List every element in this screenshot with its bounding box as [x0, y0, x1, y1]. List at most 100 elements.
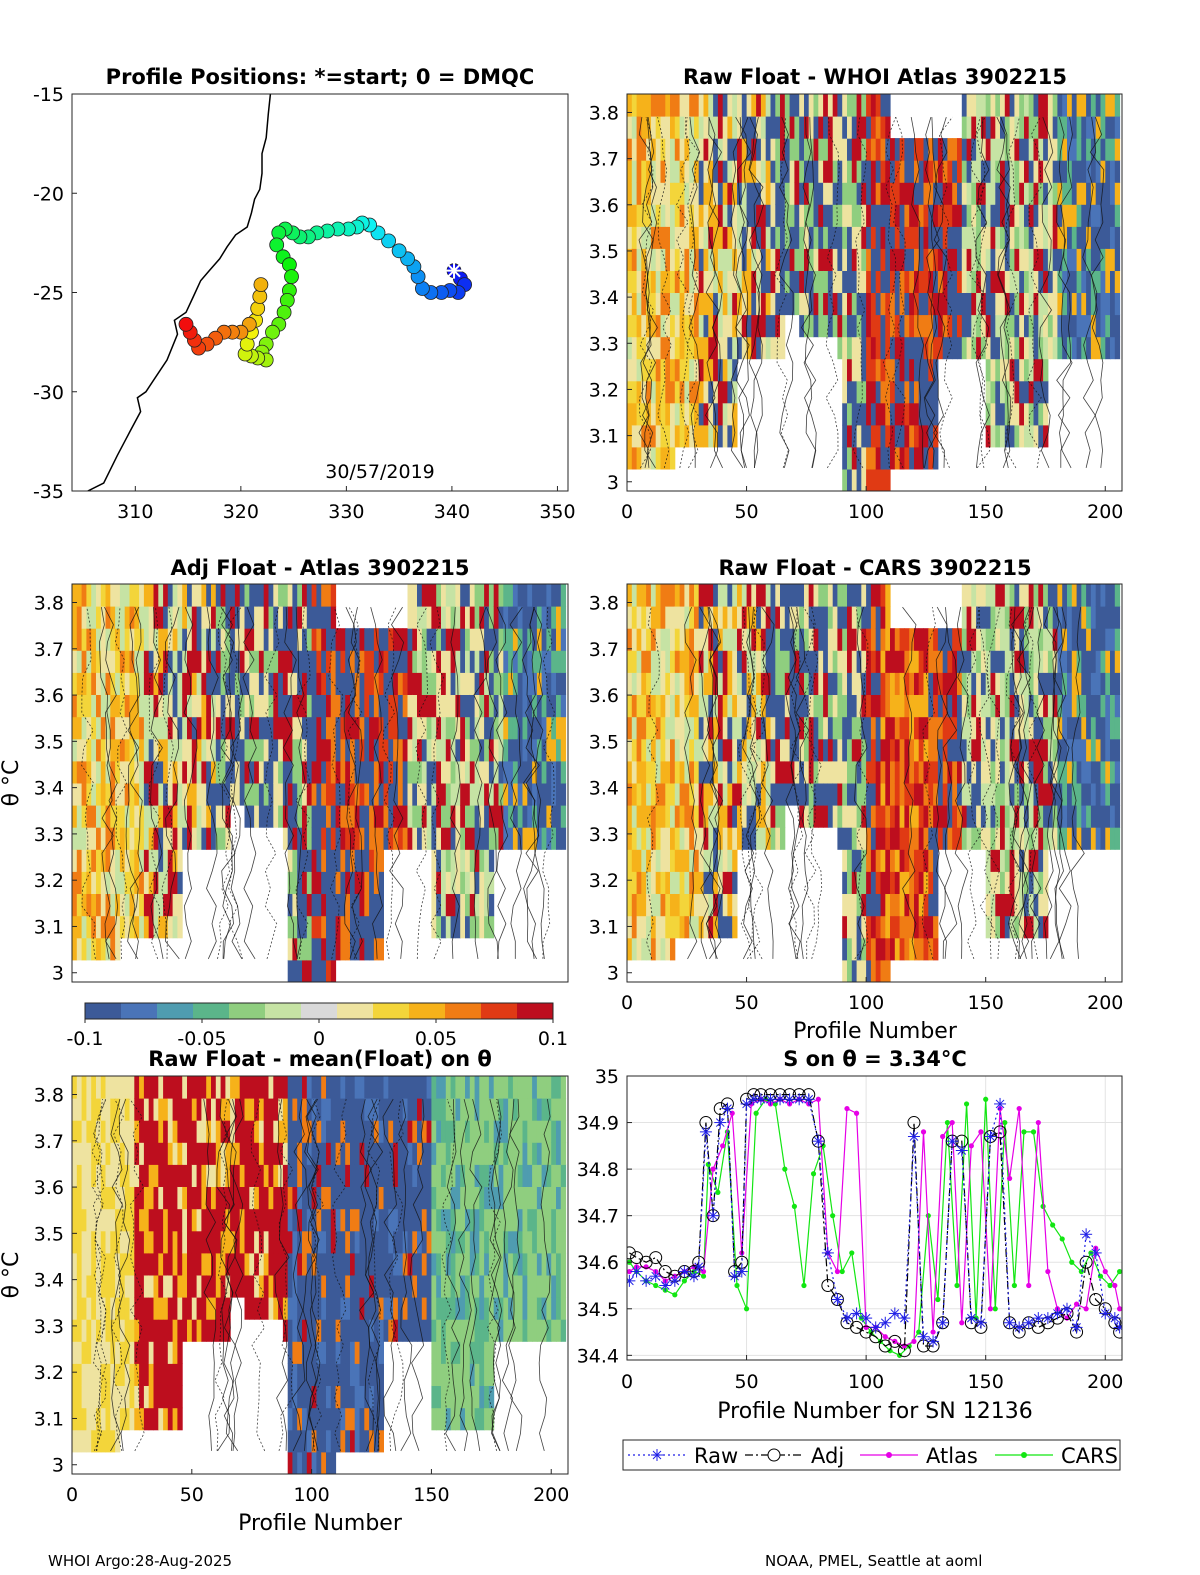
heatmap-cell	[326, 672, 332, 695]
heatmap-cell	[297, 893, 303, 917]
heatmap-cell	[263, 805, 269, 828]
heatmap-cell	[827, 738, 834, 762]
heatmap-cell	[713, 116, 719, 139]
heatmap-cell	[129, 1230, 135, 1254]
heatmap-cell	[302, 783, 308, 806]
heatmap-cell	[1086, 738, 1092, 762]
heatmap-cell	[717, 827, 724, 850]
heatmap-cell	[980, 182, 987, 205]
heatmap-cell	[441, 606, 447, 629]
heatmap-cell	[990, 783, 996, 806]
heatmap-cell	[660, 204, 666, 227]
heatmap-cell	[914, 138, 920, 161]
heatmap-cell	[904, 937, 910, 961]
heatmap-cell	[842, 584, 848, 607]
heatmap-cell	[827, 760, 834, 784]
heatmap-cell	[713, 380, 719, 404]
heatmap-cell	[1019, 716, 1025, 740]
heatmap-cell	[1105, 694, 1111, 718]
heatmap-cell	[326, 871, 332, 894]
heatmap-cell	[129, 694, 135, 718]
heatmap-cell	[689, 584, 695, 607]
heatmap-cell	[894, 738, 901, 762]
heatmap-cell	[345, 738, 351, 762]
heatmap-cell	[311, 827, 317, 850]
heatmap-cell	[1033, 380, 1039, 404]
heatmap-cell	[937, 783, 944, 806]
heatmap-cell	[961, 226, 968, 249]
heatmap-cell	[885, 116, 891, 139]
heatmap-cell	[119, 1252, 126, 1276]
heatmap-cell	[870, 314, 877, 338]
heatmap-cell	[397, 694, 404, 718]
heatmap-cell	[1014, 182, 1020, 205]
heatmap-cell	[890, 182, 896, 205]
heatmap-cell	[966, 138, 972, 161]
heatmap-cell	[933, 138, 939, 161]
heatmap-cell	[263, 672, 269, 695]
heatmap-ytick-label: 3.6	[34, 685, 64, 707]
heatmap-cell	[670, 292, 676, 316]
heatmap-cell	[1100, 116, 1106, 139]
heatmap-cell	[431, 760, 437, 784]
heatmap-cell	[631, 760, 638, 784]
heatmap-cell	[717, 672, 724, 695]
heatmap-cell	[287, 915, 293, 939]
heatmap-cell	[76, 827, 83, 850]
heatmap-cell	[971, 336, 977, 360]
heatmap-cell	[306, 915, 313, 939]
heatmap-cell	[124, 1230, 130, 1254]
heatmap-cell	[110, 1341, 116, 1364]
heatmap-cell	[737, 182, 743, 205]
heatmap-cell	[684, 606, 690, 629]
heatmap-cell	[536, 738, 543, 762]
heatmap-cell	[904, 402, 910, 426]
heatmap-cell	[727, 584, 733, 607]
heatmap-cell	[765, 94, 771, 117]
heatmap-cell	[866, 446, 872, 470]
heatmap-cell	[880, 292, 886, 316]
heatmap-cell	[880, 871, 886, 894]
contour-line	[1024, 606, 1040, 959]
heatmap-cell	[756, 116, 762, 139]
heatmap-cell	[966, 314, 972, 338]
heatmap-cell	[335, 915, 341, 939]
heatmap-cell	[1067, 94, 1073, 117]
contour-line	[801, 117, 817, 468]
heatmap-cell	[417, 694, 423, 718]
heatmap-cell	[894, 380, 901, 404]
heatmap-cell	[153, 871, 159, 894]
heatmap-cell	[196, 760, 202, 784]
heatmap-cell	[928, 783, 934, 806]
heatmap-cell	[937, 628, 944, 651]
heatmap-cell	[1114, 292, 1121, 316]
heatmap-cell	[727, 827, 733, 850]
heatmap-cell	[866, 468, 872, 491]
heatmap-cell	[866, 849, 872, 872]
heatmap-cell	[775, 783, 781, 806]
heatmap-cell	[894, 424, 901, 448]
heatmap-cell	[717, 380, 724, 404]
heatmap-cell	[650, 783, 657, 806]
heatmap-cell	[842, 606, 848, 629]
heatmap-cell	[263, 738, 269, 762]
heatmap-cell	[880, 336, 886, 360]
heatmap-cell	[689, 738, 695, 762]
heatmap-cell	[832, 628, 838, 651]
heatmap-cell	[100, 738, 107, 762]
heatmap-cell	[918, 672, 924, 695]
heatmap-cell	[861, 468, 867, 491]
heatmap-cell	[177, 871, 183, 894]
heatmap-cell	[899, 336, 905, 360]
heatmap-cell	[890, 292, 896, 316]
heatmap-cell	[708, 270, 714, 293]
heatmap-cell	[335, 937, 341, 961]
heatmap-cell	[287, 871, 293, 894]
heatmap-cell	[784, 650, 791, 673]
heatmap-cell	[665, 314, 671, 338]
heatmap-cell	[1033, 871, 1039, 894]
heatmap-cell	[942, 270, 948, 293]
heatmap-cell	[1028, 336, 1034, 360]
heatmap-cell	[923, 760, 929, 784]
heatmap-cell	[1081, 292, 1087, 316]
